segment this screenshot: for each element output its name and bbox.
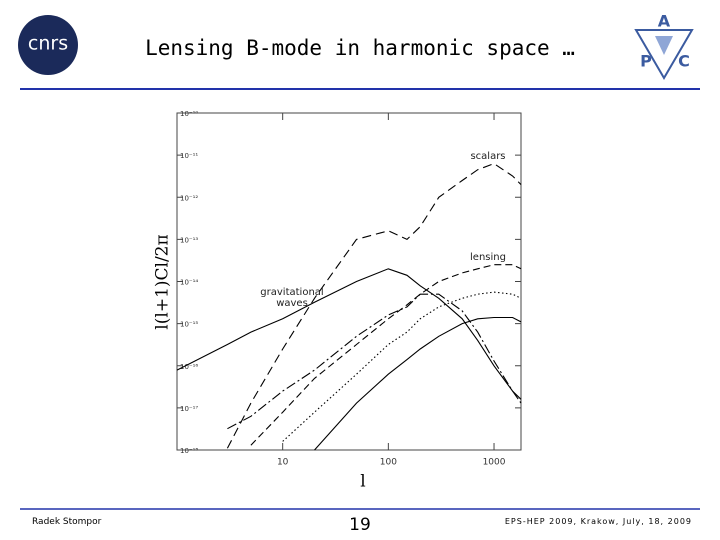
apc-letter: P xyxy=(640,52,652,71)
page-number: 19 xyxy=(349,515,371,535)
y-tick-label: 10⁻¹² xyxy=(180,194,198,202)
series-label: scalars xyxy=(470,151,506,162)
x-tick-label: 10 xyxy=(277,458,289,468)
y-tick-label: 10⁻¹¹ xyxy=(180,152,198,160)
apc-letter: A xyxy=(658,12,671,31)
apc-logo-mark xyxy=(655,36,673,55)
cnrs-logo-text: cnrs xyxy=(28,33,68,55)
x-tick-label: 100 xyxy=(380,458,397,468)
slide-title: Lensing B-mode in harmonic space … xyxy=(145,36,575,60)
cnrs-logo xyxy=(18,15,78,75)
y-tick-label: 10⁻¹⁴ xyxy=(180,279,198,287)
footer-event: EPS-HEP 2009, Krakow, July, 18, 2009 xyxy=(504,517,692,526)
series-line xyxy=(250,264,522,446)
x-axis-label: l xyxy=(360,472,365,492)
series-line xyxy=(227,293,522,430)
series-label: lensing xyxy=(470,252,506,263)
apc-logo xyxy=(634,29,694,80)
plot-frame xyxy=(176,112,522,451)
apc-letter: C xyxy=(678,52,690,71)
series-line xyxy=(226,162,522,449)
y-tick-label: 10⁻¹⁷ xyxy=(180,405,198,413)
series-line xyxy=(314,316,522,451)
series-line xyxy=(176,268,522,400)
series-label: gravitational waves xyxy=(260,287,324,309)
x-tick-label: 1000 xyxy=(483,458,506,468)
y-tick-label: 10⁻¹⁸ xyxy=(180,447,198,455)
footer-author: Radek Stompor xyxy=(32,517,102,527)
y-axis-label: l(l+1)Cl/2π xyxy=(153,234,173,329)
y-tick-label: 10⁻¹⁰ xyxy=(180,110,198,118)
y-tick-label: 10⁻¹⁶ xyxy=(180,363,198,371)
y-tick-label: 10⁻¹⁵ xyxy=(180,321,198,329)
y-tick-label: 10⁻¹³ xyxy=(180,236,198,244)
